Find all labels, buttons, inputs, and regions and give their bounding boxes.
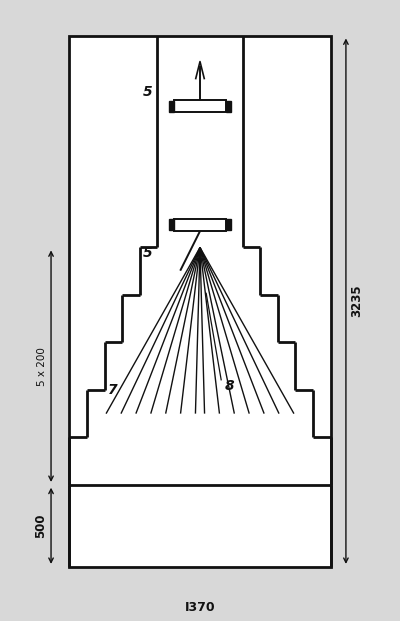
Text: 7: 7: [108, 383, 117, 397]
Text: 5 x 200: 5 x 200: [37, 347, 47, 386]
Text: 8: 8: [224, 379, 234, 393]
Bar: [226, 101, 231, 112]
Bar: [226, 219, 231, 230]
Bar: [69, 35, 331, 567]
Text: 500: 500: [34, 514, 47, 538]
Text: 3235: 3235: [350, 285, 364, 317]
Text: 5: 5: [143, 246, 153, 260]
Bar: [169, 219, 174, 230]
Bar: [174, 219, 226, 231]
Bar: [174, 100, 226, 112]
Bar: [169, 101, 174, 112]
Text: 5: 5: [143, 85, 153, 99]
Text: I370: I370: [185, 601, 215, 614]
